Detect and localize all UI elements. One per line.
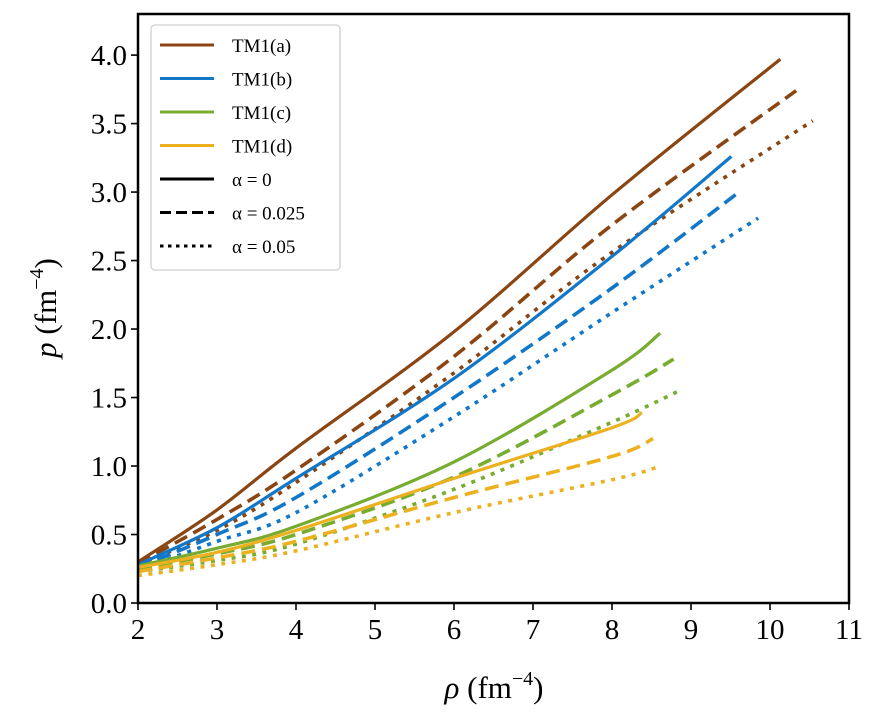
legend-label: TM1(a)	[232, 36, 291, 57]
series-line-tm1a-alpha-0	[137, 57, 782, 564]
y-axis-ticks: 0.0 0.5 1.0 1.5 2.0 2.5 3.0 3.5 4.0	[91, 40, 138, 620]
legend-label: TM1(b)	[232, 70, 292, 91]
x-axis-label-unit: (fm	[467, 670, 512, 705]
legend-box	[150, 24, 341, 271]
y-tick-label: 0.5	[91, 520, 127, 552]
y-tick-label: 4.0	[91, 40, 127, 72]
x-tick-label: 2	[131, 614, 146, 646]
y-tick-label: 0.0	[91, 588, 127, 620]
y-tick-label: 2.0	[91, 314, 127, 346]
x-tick-label: 3	[210, 614, 225, 646]
series-layer	[137, 57, 814, 578]
series-line-tm1b-alpha-0	[137, 155, 733, 567]
y-tick-label: 2.5	[91, 246, 127, 278]
series-line-tm1b-alpha-0_025	[137, 189, 742, 570]
y-tick-label: 3.0	[91, 177, 127, 209]
x-tick-label: 4	[289, 614, 304, 646]
y-axis-label-symbol: p	[28, 342, 63, 360]
y-axis-label-unit: (fm	[28, 290, 63, 335]
y-tick-label: 1.5	[91, 383, 127, 415]
axes-frame	[136, 12, 851, 605]
series-line-tm1a-alpha-0_025	[137, 89, 798, 565]
y-tick-label: 3.5	[91, 109, 127, 141]
series-line-tm1a-alpha-0_05	[137, 119, 814, 567]
x-axis-label: ρ (fm−4)	[443, 668, 543, 705]
series-line-tm1c-alpha-0_05	[137, 387, 684, 574]
x-tick-label: 10	[756, 614, 785, 646]
x-axis-label-close: )	[533, 670, 543, 705]
y-axis-label-exponent: −4	[26, 269, 48, 290]
x-tick-label: 9	[684, 614, 699, 646]
y-axis-label-close: )	[28, 258, 63, 268]
y-axis-label: p (fm−4)	[26, 258, 63, 360]
legend-items: TM1(a) TM1(b) TM1(c) TM1(d) α = 0 α = 0.025 α …	[160, 36, 305, 258]
legend: TM1(a) TM1(b) TM1(c) TM1(d) α = 0 α = 0.025 α …	[150, 24, 341, 271]
x-tick-label: 11	[835, 614, 863, 646]
x-axis-ticks: 2 3 4 5 6 7 8 9 10 11	[131, 603, 863, 646]
series-line-tm1d-alpha-0_025	[137, 436, 654, 574]
x-tick-label: 8	[605, 614, 620, 646]
series-line-tm1d-alpha-0	[137, 411, 643, 569]
x-tick-label: 7	[526, 614, 541, 646]
legend-label: α = 0.025	[232, 204, 305, 225]
y-tick-label: 1.0	[91, 451, 127, 483]
legend-label: α = 0.05	[232, 237, 295, 258]
x-tick-label: 5	[368, 614, 383, 646]
x-axis-label-exponent: −4	[512, 668, 533, 690]
x-tick-label: 6	[447, 614, 462, 646]
legend-label: TM1(c)	[232, 103, 291, 124]
series-line-tm1c-alpha-0_025	[137, 357, 675, 571]
series-line-tm1d-alpha-0_05	[137, 464, 662, 578]
legend-label: TM1(d)	[232, 137, 292, 158]
legend-label: α = 0	[232, 170, 272, 191]
series-line-tm1c-alpha-0	[137, 331, 662, 568]
x-axis-label-symbol: ρ	[443, 670, 459, 705]
series-line-tm1b-alpha-0_05	[137, 216, 760, 572]
